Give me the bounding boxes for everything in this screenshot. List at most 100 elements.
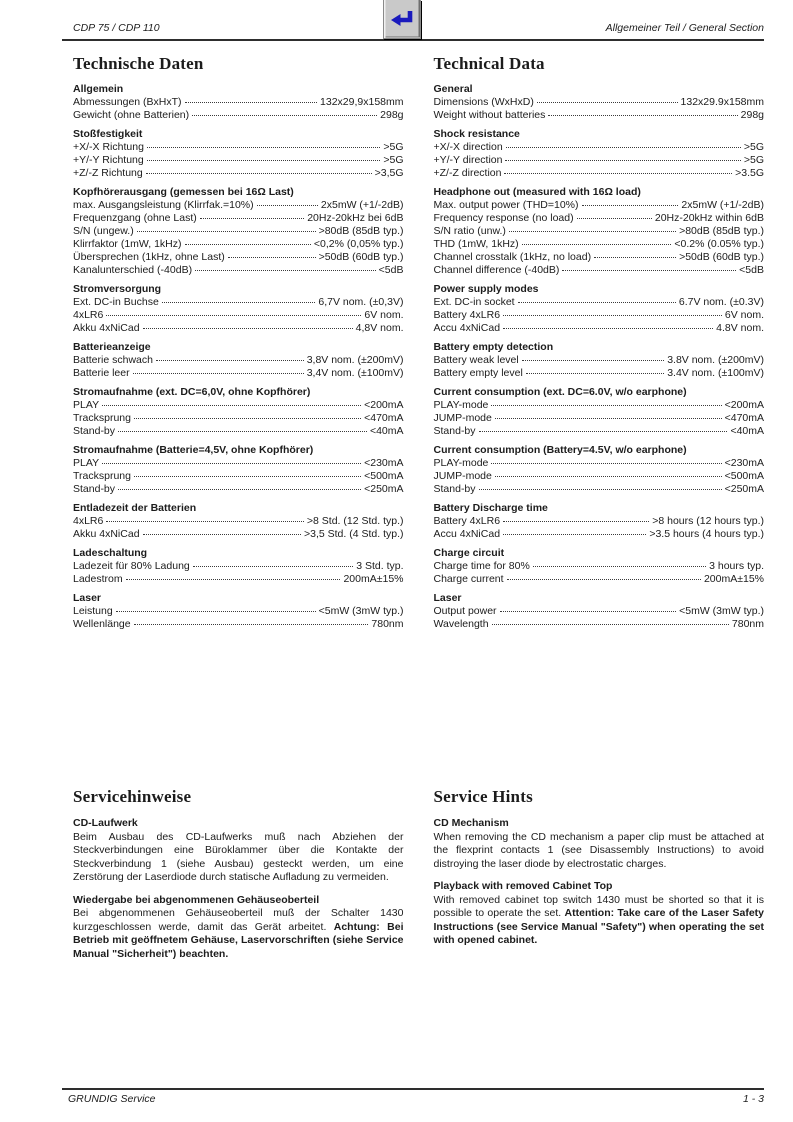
spec-label: Channel difference (-40dB)	[433, 264, 560, 276]
spec-label: Tracksprung	[73, 412, 131, 424]
spec-value: 4.8V nom.	[716, 322, 764, 334]
spec-value: <500mA	[364, 470, 404, 482]
column-title: Technical Data	[433, 54, 545, 73]
spec-row: Stand-by <250mA	[434, 483, 765, 496]
spec-section: Shock resistance +X/-X direction >5G +Y/-Y …	[434, 128, 765, 180]
page-content: Technische Daten Allgemein Abmessungen (Bx…	[73, 41, 764, 970]
spec-label: Klirrfaktor (1mW, 1kHz)	[73, 238, 182, 250]
spec-label: 4xLR6	[73, 309, 104, 321]
dot-leader	[161, 302, 316, 303]
spec-label: Akku 4xNiCad	[73, 322, 140, 334]
spec-label: Übersprechen (1kHz, ohne Last)	[73, 251, 225, 263]
service-title-en: Service Hints	[433, 787, 533, 806]
spec-row: Stand-by <40mA	[434, 425, 765, 438]
spec-row: +Z/-Z direction >3.5G	[434, 167, 765, 180]
spec-value: >80dB (85dB typ.)	[318, 225, 404, 237]
spec-row: Batterie leer 3,4V nom. (±100mV)	[73, 367, 404, 380]
spec-value: 2x5mW (+1/-2dB)	[681, 199, 764, 211]
spec-value: >3.5G	[735, 167, 764, 179]
dot-leader	[517, 302, 676, 303]
spec-row: Accu 4xNiCad 4.8V nom.	[434, 322, 765, 335]
spec-label: +Y/-Y direction	[433, 154, 503, 166]
spec-columns: Technische Daten Allgemein Abmessungen (Bx…	[73, 41, 764, 637]
spec-value: <0.2% (0.05% typ.)	[674, 238, 764, 250]
spec-row: Tracksprung <470mA	[73, 412, 404, 425]
service-block-text: When removing the CD mechanism a paper c…	[433, 830, 765, 870]
spec-row: Ext. DC-in socket 6.7V nom. (±0.3V)	[434, 296, 765, 309]
spec-label: Channel crosstalk (1kHz, no load)	[433, 251, 592, 263]
dot-leader	[133, 476, 362, 477]
footer-brand: GRUNDIG Service	[68, 1093, 156, 1105]
spec-section: Laser Leistung <5mW (3mW typ.) Wellenlänge 7…	[73, 592, 404, 631]
spec-label: PLAY	[73, 457, 100, 469]
dot-leader	[192, 566, 354, 567]
spec-row: Gewicht (ohne Batterien) 298g	[73, 109, 404, 122]
section-heading: Headphone out (measured with 16Ω load)	[433, 186, 641, 198]
spec-value: 3.4V nom. (±100mV)	[667, 367, 764, 379]
dot-leader	[102, 405, 362, 406]
spec-label: Tracksprung	[73, 470, 131, 482]
dot-leader	[491, 463, 722, 464]
return-nav-button[interactable]	[383, 0, 421, 39]
dot-leader	[562, 270, 737, 271]
dot-leader	[504, 173, 733, 174]
page-header: CDP 75 / CDP 110 Allgemeiner Teil / Gene…	[62, 0, 764, 41]
spec-value: 20Hz-20kHz within 6dB	[654, 212, 764, 224]
spec-row: Ladezeit für 80% Ladung 3 Std. typ.	[73, 560, 404, 573]
dot-leader	[125, 579, 341, 580]
spec-row: Output power <5mW (3mW typ.)	[434, 605, 765, 618]
spec-row: +Z/-Z Richtung >3,5G	[73, 167, 404, 180]
spec-row: S/N (ungew.) >80dB (85dB typ.)	[73, 225, 404, 238]
spec-value: 6V nom.	[724, 309, 764, 321]
spec-row: +Y/-Y direction >5G	[434, 154, 765, 167]
spec-column-de: Technische Daten Allgemein Abmessungen (Bx…	[73, 54, 404, 637]
spec-row: +X/-X Richtung >5G	[73, 141, 404, 154]
dot-leader	[503, 521, 650, 522]
spec-value: <230mA	[724, 457, 764, 469]
section-heading: Stromaufnahme (ext. DC=6,0V, ohne Kopfhö…	[73, 386, 311, 398]
spec-value: >80dB (85dB typ.)	[679, 225, 764, 237]
spec-row: PLAY-mode <200mA	[434, 399, 765, 412]
section-heading: Batterieanzeige	[73, 341, 151, 353]
section-heading: Entladezeit der Batterien	[73, 502, 197, 514]
spec-value: >50dB (60dB typ.)	[679, 251, 764, 263]
spec-row: JUMP-mode <470mA	[434, 412, 765, 425]
spec-row: Akku 4xNiCad 4,8V nom.	[73, 322, 404, 335]
spec-row: Charge time for 80% 3 hours typ.	[434, 560, 765, 573]
spec-value: <40mA	[369, 425, 404, 437]
spec-value: >3.5 hours (4 hours typ.)	[649, 528, 764, 540]
spec-label: Ladezeit für 80% Ladung	[73, 560, 190, 572]
dot-leader	[145, 173, 372, 174]
spec-value: <5mW (3mW typ.)	[679, 605, 764, 617]
spec-section: Laser Output power <5mW (3mW typ.) Waveleng…	[434, 592, 765, 631]
spec-label: Charge time for 80%	[433, 560, 530, 572]
section-heading: Shock resistance	[433, 128, 520, 140]
spec-label: Batterie schwach	[73, 354, 153, 366]
dot-leader	[136, 231, 316, 232]
spec-row: Accu 4xNiCad >3.5 hours (4 hours typ.)	[434, 528, 765, 541]
spec-label: Output power	[433, 605, 497, 617]
spec-label: Wellenlänge	[73, 618, 131, 630]
section-heading: General	[433, 83, 473, 95]
spec-value: <230mA	[364, 457, 404, 469]
service-block: Playback with removed Cabinet Top With r…	[434, 880, 765, 948]
section-heading: Stromaufnahme (Batterie=4,5V, ohne Kopfh…	[73, 444, 314, 456]
spec-value: <470mA	[364, 412, 404, 424]
dot-leader	[503, 534, 647, 535]
spec-value: 3,4V nom. (±100mV)	[306, 367, 404, 379]
dot-leader	[184, 102, 318, 103]
section-heading: Stoßfestigkeit	[73, 128, 143, 140]
dot-leader	[491, 624, 729, 625]
spec-value: >3,5G	[374, 167, 404, 179]
dot-leader	[142, 328, 353, 329]
spec-row: THD (1mW, 1kHz) <0.2% (0.05% typ.)	[434, 238, 765, 251]
spec-section: Battery empty detection Battery weak leve…	[434, 341, 765, 380]
dot-leader	[146, 160, 381, 161]
spec-label: Dimensions (WxHxD)	[433, 96, 534, 108]
spec-value: <470mA	[724, 412, 764, 424]
dot-leader	[503, 315, 722, 316]
spec-section: Stromaufnahme (ext. DC=6,0V, ohne Kopfhö…	[73, 386, 404, 438]
spec-row: Abmessungen (BxHxT) 132x29,9x158mm	[73, 96, 404, 109]
dot-leader	[532, 566, 707, 567]
spec-section: Ladeschaltung Ladezeit für 80% Ladung 3 St…	[73, 547, 404, 586]
